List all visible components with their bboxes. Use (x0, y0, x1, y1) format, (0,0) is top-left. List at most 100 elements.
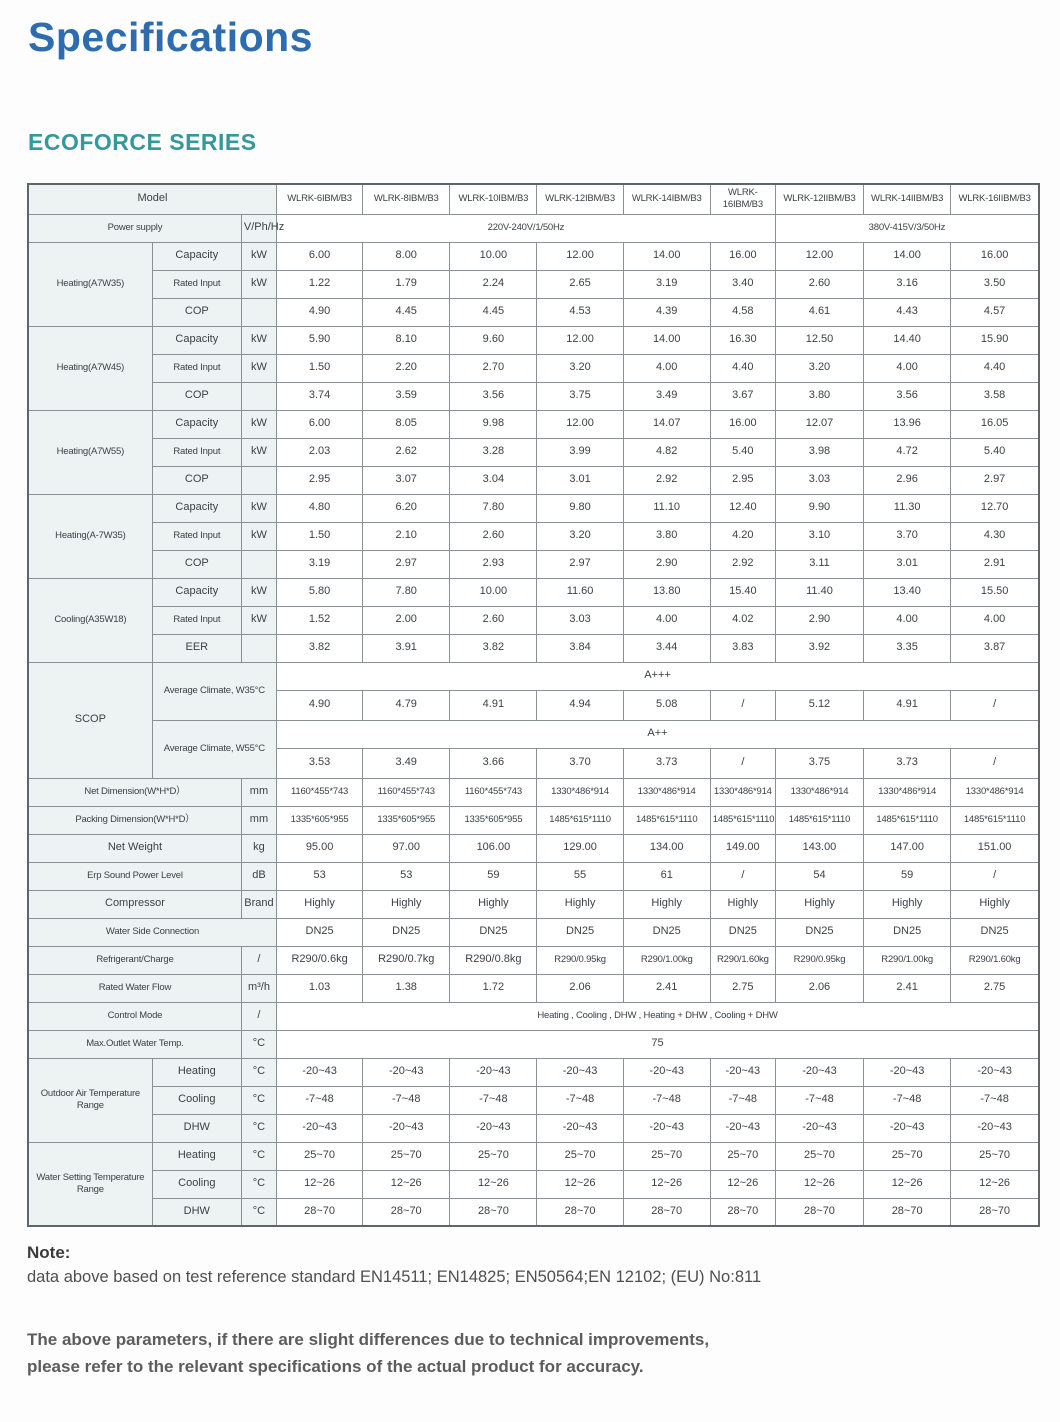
row-label-cell: Packing Dimension(W*H*D） (27, 805, 242, 835)
value-cell: 2.03 (275, 437, 364, 467)
value-cell: 4.00 (622, 353, 711, 383)
value-cell: 4.30 (950, 521, 1040, 551)
value-cell: Highly (275, 889, 364, 919)
value-cell: 4.58 (709, 297, 776, 327)
value-cell: 16.30 (709, 325, 776, 355)
row-label-cell: Average Climate, W55°C (151, 719, 278, 779)
value-cell: 13.96 (863, 409, 952, 439)
value-cell: -20~43 (275, 1057, 364, 1087)
value-cell: -20~43 (950, 1113, 1040, 1143)
row-label-cell: DHW (151, 1113, 242, 1143)
unit-cell: kW (240, 325, 278, 355)
value-cell: R290/0.8kg (449, 945, 538, 975)
value-cell: R290/0.95kg (536, 945, 624, 975)
value-cell: 1485*615*1110 (774, 805, 865, 835)
unit-cell: kW (240, 353, 278, 383)
value-cell: 25~70 (774, 1141, 865, 1171)
value-cell: Highly (362, 889, 451, 919)
value-cell: 4.45 (362, 297, 451, 327)
value-cell: 9.98 (449, 409, 538, 439)
value-cell: 1485*615*1110 (536, 805, 624, 835)
value-cell: 3.01 (536, 465, 624, 495)
value-cell: -20~43 (536, 1113, 624, 1143)
value-cell: 4.79 (362, 689, 451, 721)
model-cell: WLRK-10IBM/B3 (449, 183, 538, 215)
value-cell: 97.00 (362, 833, 451, 863)
value-cell: 11.30 (863, 493, 952, 523)
unit-cell: mm (240, 777, 278, 807)
value-cell: 3.91 (362, 633, 451, 663)
value-cell: 53 (362, 861, 451, 891)
value-cell: R290/1.00kg (863, 945, 952, 975)
page-title: Specifications (28, 14, 313, 60)
value-cell: DN25 (950, 917, 1040, 947)
value-cell: 2.00 (362, 605, 451, 635)
value-cell: 3.98 (774, 437, 865, 467)
value-cell: R290/0.7kg (362, 945, 451, 975)
note-text: data above based on test reference stand… (27, 1268, 762, 1286)
value-cell: 2.75 (709, 973, 776, 1003)
value-cell: 3.03 (774, 465, 865, 495)
value-cell: -20~43 (863, 1113, 952, 1143)
value-cell: 10.00 (449, 577, 538, 607)
value-cell: 3.35 (863, 633, 952, 663)
value-cell: 1160*455*743 (275, 777, 364, 807)
power-supply-label: Power supply (27, 213, 242, 243)
model-cell: WLRK-8IBM/B3 (362, 183, 451, 215)
value-cell: 3.82 (449, 633, 538, 663)
value-cell: 1330*486*914 (709, 777, 776, 807)
value-cell: 28~70 (622, 1197, 711, 1227)
value-cell: 4.00 (950, 605, 1040, 635)
value-cell: 2.41 (622, 973, 711, 1003)
model-row-label: Model (27, 183, 277, 215)
value-cell: 12~26 (709, 1169, 776, 1199)
value-cell: DN25 (536, 917, 624, 947)
unit-cell: °C (240, 1197, 278, 1227)
value-cell: 25~70 (622, 1141, 711, 1171)
value-cell: 1160*455*743 (362, 777, 451, 807)
value-cell: 3.11 (774, 549, 865, 579)
value-cell: / (950, 747, 1040, 779)
unit-cell: °C (240, 1029, 278, 1059)
value-cell: 16.05 (950, 409, 1040, 439)
value-cell: 1.22 (275, 269, 364, 299)
value-cell: 1.03 (275, 973, 364, 1003)
unit-cell: m³/h (240, 973, 278, 1003)
unit-cell: kW (240, 269, 278, 299)
value-cell: 15.50 (950, 577, 1040, 607)
value-cell: -7~48 (449, 1085, 538, 1115)
value-cell: 4.61 (774, 297, 865, 327)
value-cell: -7~48 (774, 1085, 865, 1115)
value-cell: Highly (863, 889, 952, 919)
value-cell: 4.94 (536, 689, 624, 721)
value-cell: 3.58 (950, 381, 1040, 411)
value-cell: -20~43 (622, 1057, 711, 1087)
value-cell: 1.72 (449, 973, 538, 1003)
value-cell: 12~26 (774, 1169, 865, 1199)
series-heading: ECOFORCE SERIES (28, 129, 257, 155)
value-cell: 12.70 (950, 493, 1040, 523)
value-cell: 1335*605*955 (362, 805, 451, 835)
row-label-cell: Capacity (151, 493, 242, 523)
unit-cell: kW (240, 605, 278, 635)
value-cell: -20~43 (362, 1057, 451, 1087)
unit-cell: °C (240, 1085, 278, 1115)
value-cell: 4.72 (863, 437, 952, 467)
value-cell: 3.53 (275, 747, 364, 779)
value-cell: 2.20 (362, 353, 451, 383)
row-label-cell: Cooling (151, 1085, 242, 1115)
row-label-cell: Capacity (151, 409, 242, 439)
value-cell: 95.00 (275, 833, 364, 863)
value-cell: -20~43 (709, 1113, 776, 1143)
value-cell: 2.97 (950, 465, 1040, 495)
value-cell: 53 (275, 861, 364, 891)
value-cell: 14.00 (622, 241, 711, 271)
value-cell: 3.70 (863, 521, 952, 551)
value-cell: 12~26 (536, 1169, 624, 1199)
value-cell: 9.60 (449, 325, 538, 355)
value-cell: 2.24 (449, 269, 538, 299)
value-cell: 8.10 (362, 325, 451, 355)
value-cell: 2.95 (275, 465, 364, 495)
unit-cell (240, 633, 278, 663)
value-cell: 16.00 (709, 241, 776, 271)
